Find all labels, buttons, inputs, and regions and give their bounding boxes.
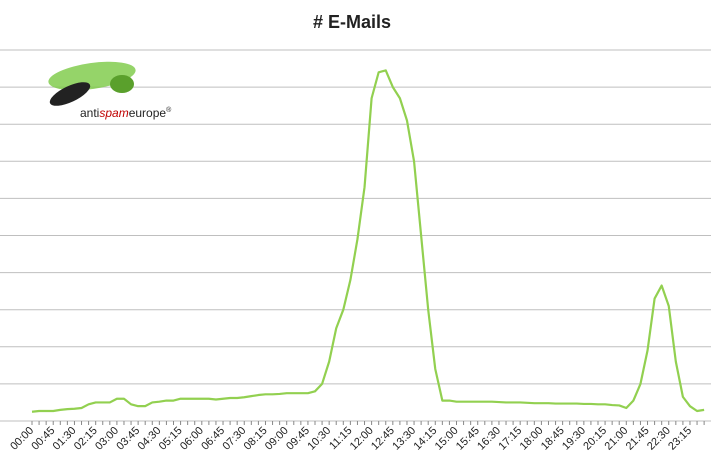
chart-title: # E-Mails: [313, 12, 391, 32]
x-tick-label: 03:45: [114, 425, 142, 453]
logo-body: [49, 82, 91, 106]
x-tick-label: 20:15: [581, 425, 609, 453]
x-tick-label: 10:30: [305, 425, 333, 453]
x-tick-label: 18:00: [518, 425, 546, 453]
data-line: [31, 69, 705, 413]
x-tick-label: 12:00: [348, 425, 376, 453]
x-tick-label: 09:00: [263, 425, 291, 453]
x-tick-label: 02:15: [72, 425, 100, 453]
x-tick-label: 22:30: [645, 425, 673, 453]
x-tick-label: 05:15: [157, 425, 185, 453]
x-tick-label: 04:30: [136, 425, 164, 453]
x-tick-label: 01:30: [51, 425, 79, 453]
x-tick-label: 03:00: [93, 425, 121, 453]
x-tick-label: 17:15: [496, 425, 524, 453]
logo-head: [110, 75, 134, 93]
x-tick-label: 06:00: [178, 425, 206, 453]
logo-text: antispameurope®: [80, 106, 172, 120]
x-tick-label: 07:30: [220, 425, 248, 453]
x-tick-label: 08:15: [242, 425, 270, 453]
x-tick-label: 16:30: [475, 425, 503, 453]
x-tick-label: 15:00: [433, 425, 461, 453]
x-tick-label: 14:15: [411, 425, 439, 453]
x-tick-label: 23:15: [666, 425, 694, 453]
x-tick-label: 00:00: [8, 425, 36, 453]
x-tick-label: 21:45: [624, 425, 652, 453]
x-tick-label: 21:00: [603, 425, 631, 453]
logo: antispameurope®: [48, 61, 172, 120]
x-tick-label: 13:30: [390, 425, 418, 453]
x-tick-label: 15:45: [454, 425, 482, 453]
x-tick-label: 12:45: [369, 425, 397, 453]
x-tick-label: 18:45: [539, 425, 567, 453]
x-tick-label: 09:45: [284, 425, 312, 453]
x-tick-label: 00:45: [29, 425, 57, 453]
x-tick-label: 06:45: [199, 425, 227, 453]
x-tick-label: 19:30: [560, 425, 588, 453]
